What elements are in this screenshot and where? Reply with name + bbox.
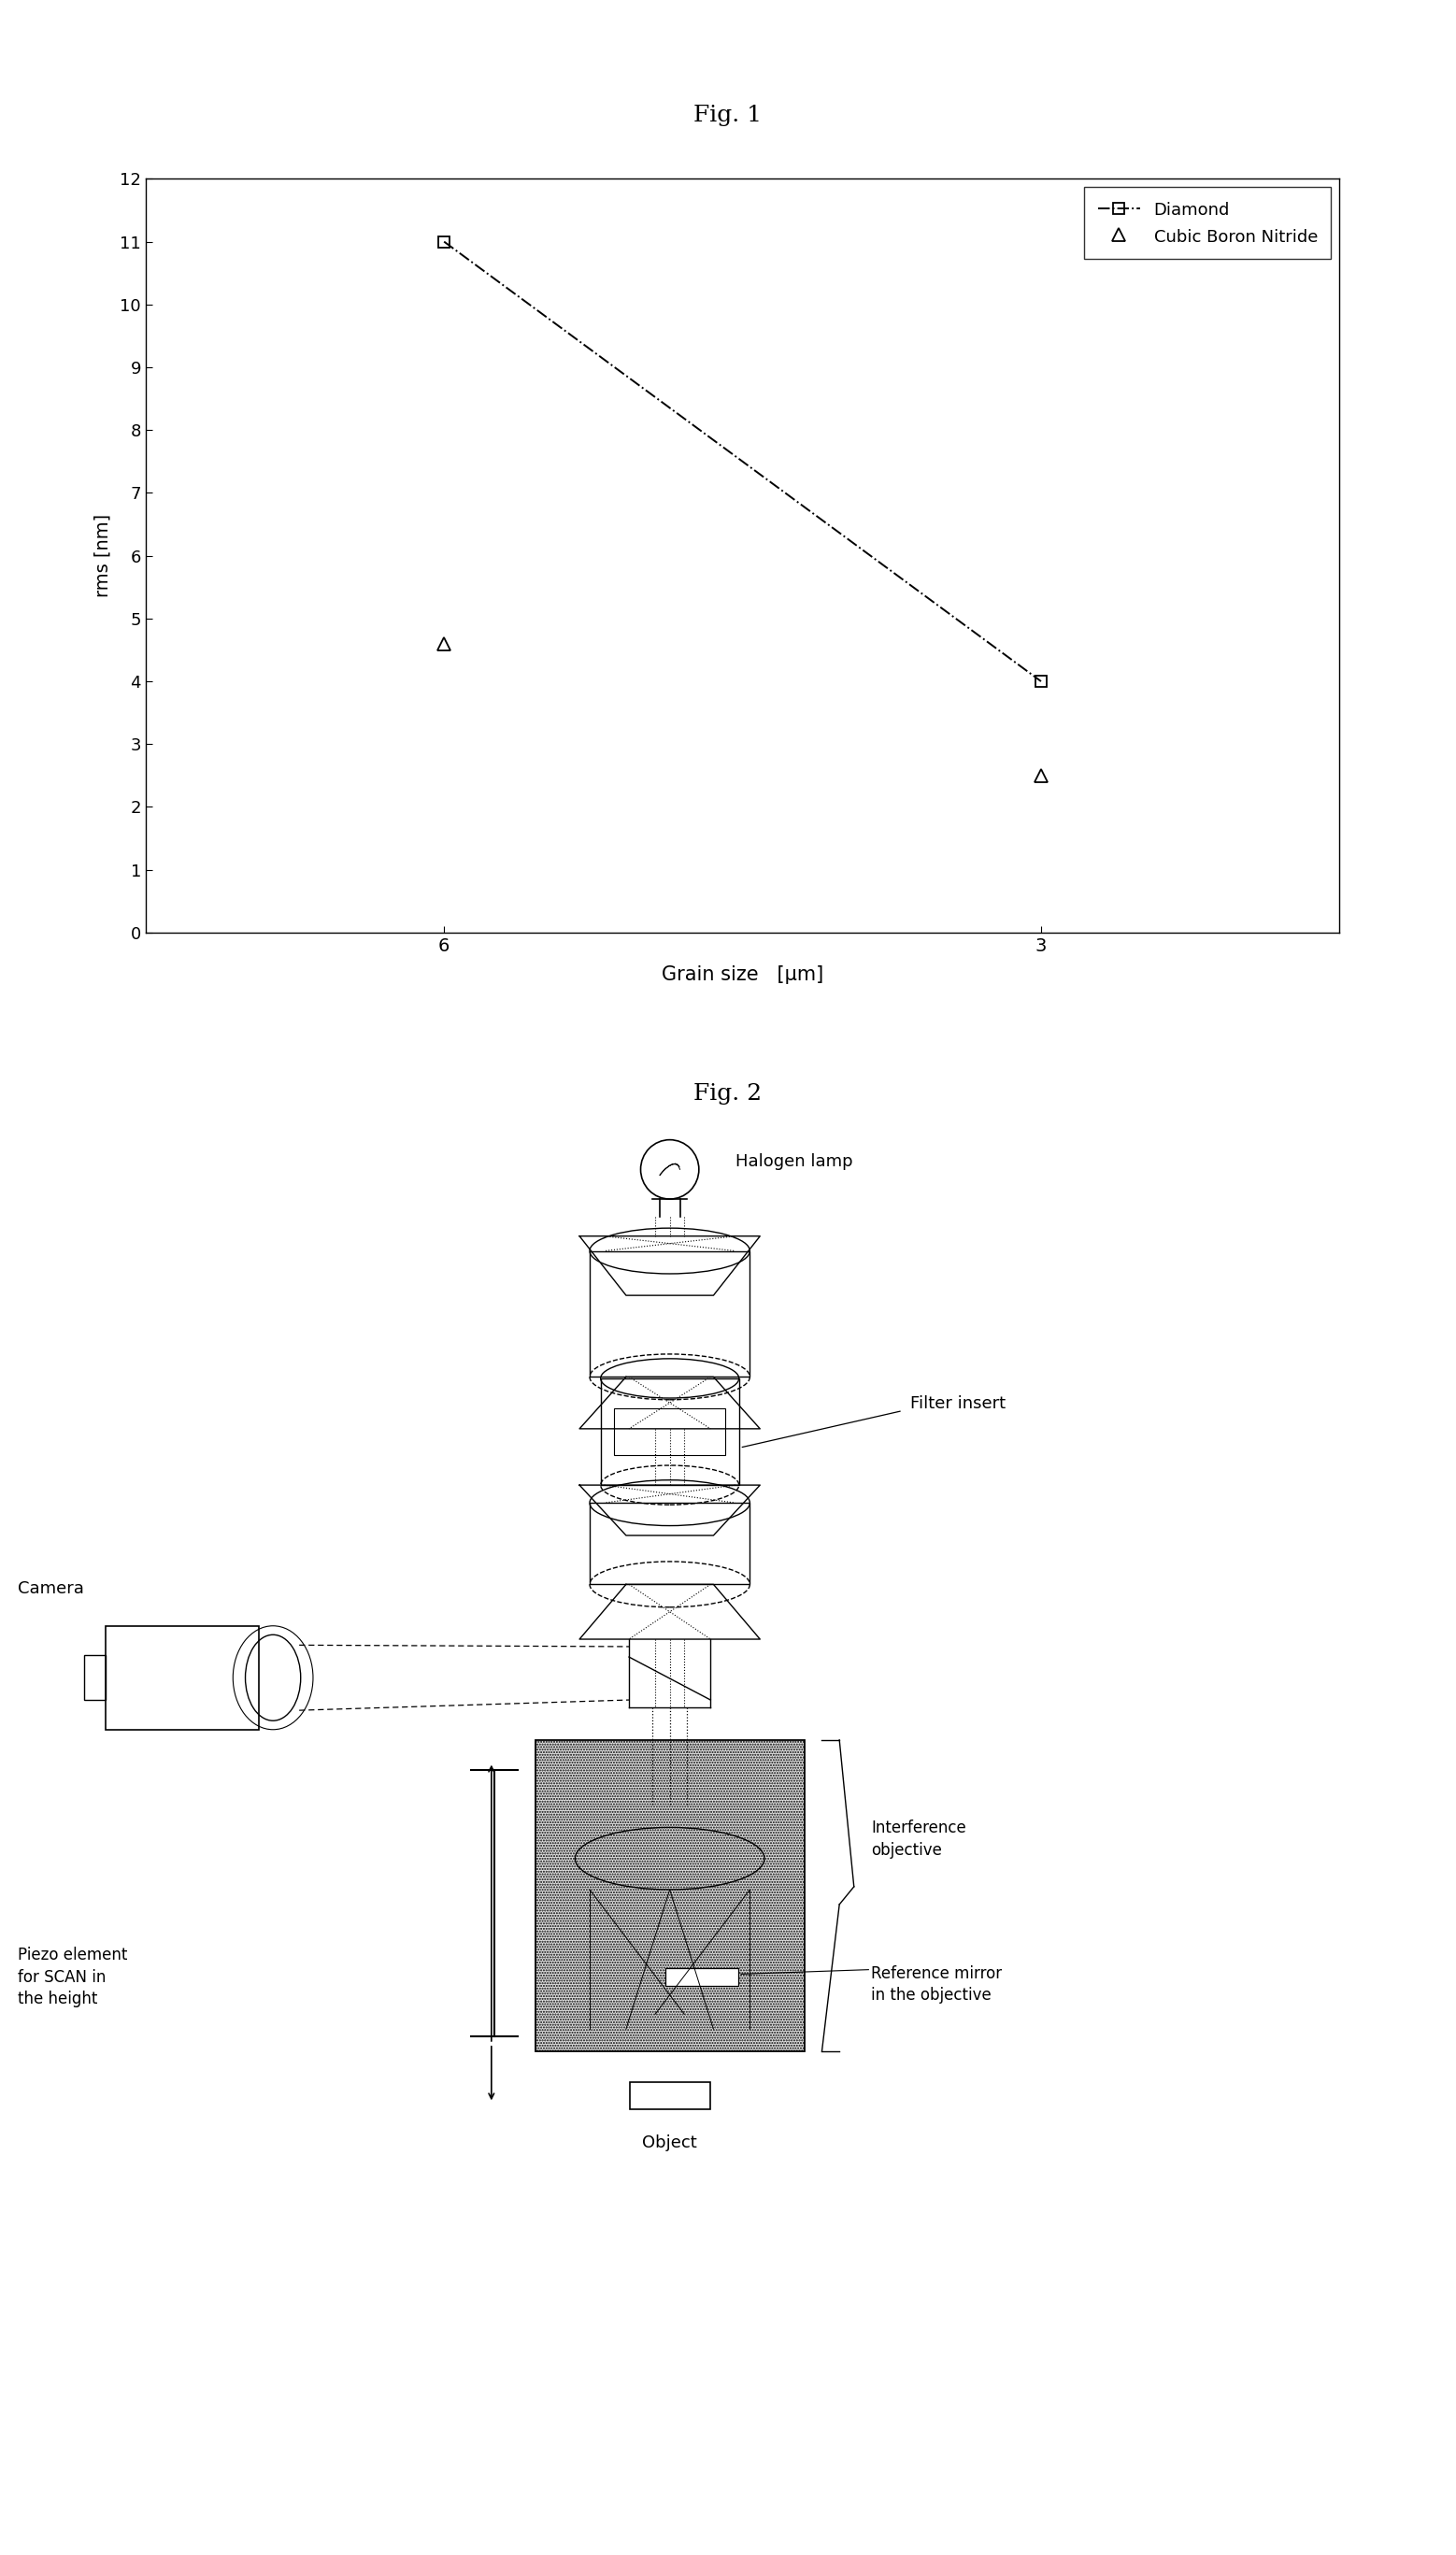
Diamond [1032,667,1050,698]
Bar [629,2082,709,2108]
Bar [614,1408,725,1456]
Bar [590,1252,750,1377]
Bar [590,1502,750,1584]
Bar [105,1625,258,1730]
Text: Halogen lamp: Halogen lamp [735,1155,853,1170]
Text: Fig. 1: Fig. 1 [695,105,761,125]
Cubic Boron Nitride [435,629,453,659]
Bar [601,1377,740,1484]
Text: Reference mirror
in the objective: Reference mirror in the objective [871,1965,1002,2003]
Bar [536,1740,805,2052]
Text: Camera: Camera [17,1582,83,1597]
Text: Interference
objective: Interference objective [871,1819,967,1857]
Y-axis label: rms [nm]: rms [nm] [95,514,112,598]
Diamond [435,227,453,258]
X-axis label: Grain size   [μm]: Grain size [μm] [661,966,824,984]
Line: Diamond: Diamond [438,235,1047,687]
Text: Object: Object [642,2133,697,2151]
Legend: Diamond, Cubic Boron Nitride: Diamond, Cubic Boron Nitride [1085,187,1331,258]
Text: Fig. 2: Fig. 2 [695,1083,761,1104]
Text: Piezo element
for SCAN in
the height: Piezo element for SCAN in the height [17,1947,127,2008]
Bar [83,1656,105,1699]
Cubic Boron Nitride [1032,761,1050,792]
Text: Filter insert: Filter insert [910,1395,1006,1413]
Line: Cubic Boron Nitride: Cubic Boron Nitride [438,636,1047,782]
Bar [665,1967,738,1985]
